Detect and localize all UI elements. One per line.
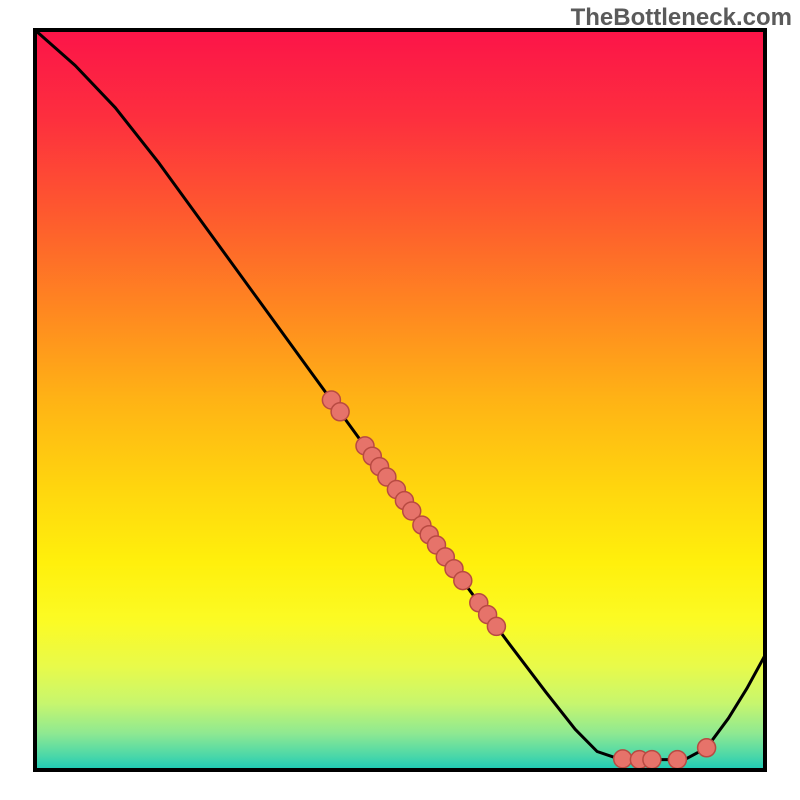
- data-marker: [454, 572, 472, 590]
- data-marker: [698, 739, 716, 757]
- data-marker: [668, 751, 686, 769]
- data-marker: [487, 617, 505, 635]
- data-marker: [331, 403, 349, 421]
- chart-container: TheBottleneck.com: [0, 0, 800, 800]
- data-marker: [614, 750, 632, 768]
- watermark-text: TheBottleneck.com: [571, 4, 792, 32]
- bottleneck-chart: [0, 0, 800, 800]
- gradient-background: [35, 30, 765, 770]
- data-marker: [643, 751, 661, 769]
